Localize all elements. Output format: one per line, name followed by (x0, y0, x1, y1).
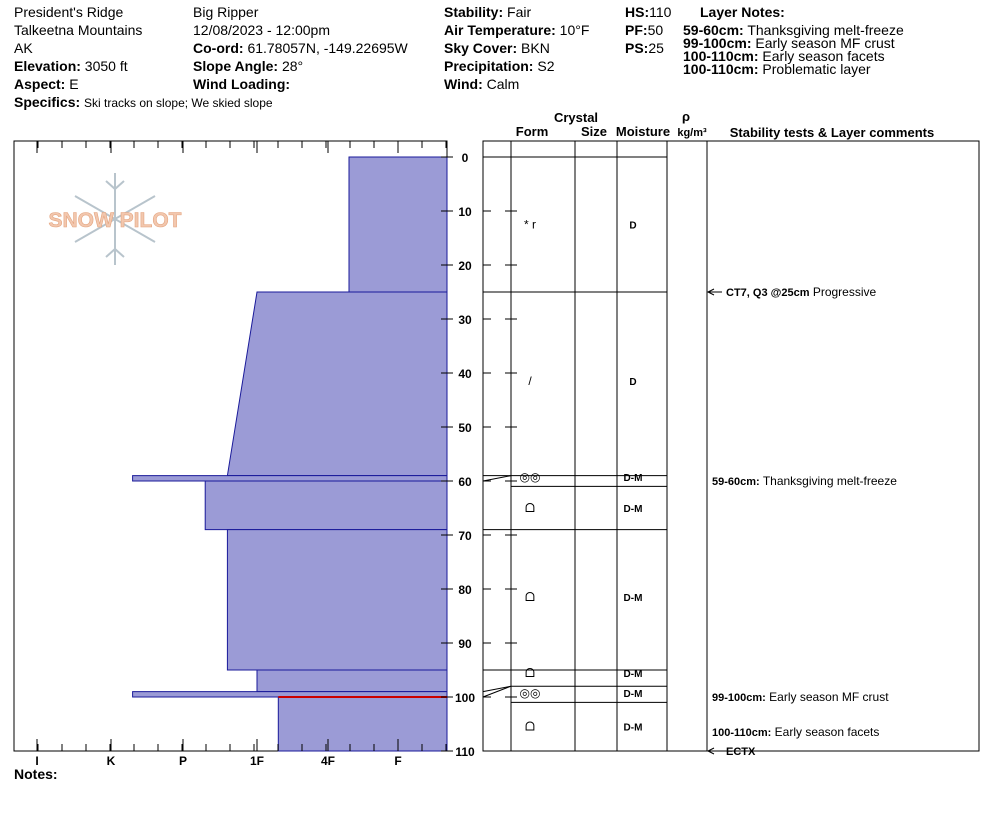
sky-cover: Sky Cover: BKN (444, 40, 550, 56)
hardness-layer (132, 691, 448, 698)
depth-tick-label: 110 (455, 745, 475, 759)
depth-tick-label: 80 (458, 583, 472, 597)
boundary-connector (482, 685, 512, 693)
mountain-range: Talkeetna Mountains (14, 22, 143, 38)
moisture-value: D-M (624, 689, 643, 700)
hardness-layer (256, 669, 448, 693)
header-moisture: Moisture (616, 124, 670, 139)
header-comments: Stability tests & Layer comments (730, 125, 934, 140)
hardness-ticks: I K P 1F 4F F (13, 141, 447, 768)
depth-tick-label: 60 (458, 475, 472, 489)
depth-tick-label: 0 (462, 151, 469, 165)
precipitation: Precipitation: S2 (444, 58, 555, 74)
grain-form-symbol: ᗝ (525, 720, 535, 734)
moisture-value: D (629, 377, 636, 388)
hardness-tick-label: K (107, 754, 116, 768)
grain-form-symbol: ◎◎ (520, 470, 541, 484)
hardness-layer (226, 291, 448, 477)
hardness-tick-label: 1F (250, 754, 264, 768)
snowpilot-logo: SNOW PILOT (48, 173, 182, 265)
obs-datetime: 12/08/2023 - 12:00pm (193, 22, 330, 38)
elevation: Elevation: 3050 ft (14, 58, 128, 74)
stability: Stability: Fair (444, 4, 532, 20)
layer-note: 100-110cm: Problematic layer (683, 61, 871, 77)
moisture-value: D-M (624, 669, 643, 680)
moisture-value: D-M (624, 473, 643, 484)
ps: PS:25 (625, 40, 664, 56)
depth-tick-label: 90 (458, 637, 472, 651)
moisture-value: D (629, 221, 636, 232)
grain-form-symbol: ᗝ (525, 590, 535, 604)
slope-angle: Slope Angle: 28° (193, 58, 304, 74)
hardness-layer (226, 529, 448, 671)
depth-tick-label: 30 (458, 313, 472, 327)
specifics: Specifics: Ski tracks on slope; We skied… (14, 94, 273, 110)
hardness-tick-label: P (179, 754, 187, 768)
aspect: Aspect: E (14, 76, 79, 92)
comment-text: 99-100cm: Early season MF crust (712, 690, 889, 704)
boundary-connector (482, 685, 512, 698)
moisture-value: D-M (624, 593, 643, 604)
hardness-layer (277, 696, 448, 752)
table-frame (482, 140, 980, 752)
boundary-connector (482, 475, 512, 482)
depth-tick-label: 100 (455, 691, 475, 705)
layer-note: 59-60cm: Thanksgiving melt-freeze (683, 22, 904, 38)
wind: Wind: Calm (444, 76, 520, 92)
state: AK (14, 40, 33, 56)
air-temperature: Air Temperature: 10°F (444, 22, 590, 38)
hs: HS:110 (625, 4, 672, 20)
comment-text: 59-60cm: Thanksgiving melt-freeze (712, 474, 897, 488)
header-density-unit: kg/m³ (677, 127, 707, 139)
comment-text: CT7, Q3 @25cm Progressive (726, 285, 877, 299)
grain-form-symbol: ◎◎ (520, 686, 541, 700)
table-body: * r D / D ◎◎ D-M ᗝ D-M ᗝ D-M ᗝ D-M ◎◎ D-M ᗝ D-M (482, 156, 667, 734)
depth-axis: 0 10 20 30 40 50 60 70 80 90 100 110 (441, 151, 517, 759)
notes-label: Notes: (14, 766, 58, 782)
depth-tick-label: 40 (458, 367, 472, 381)
hardness-tick-label: F (394, 754, 401, 768)
grain-form-symbol: / (528, 374, 532, 388)
hardness-layer (204, 480, 448, 531)
grain-form-symbol: ᗝ (525, 666, 535, 680)
header-form: Form (516, 124, 549, 139)
pf: PF:50 (625, 22, 664, 38)
observer-name: Big Ripper (193, 4, 259, 20)
moisture-value: D-M (624, 504, 643, 515)
header-size: Size (581, 124, 607, 139)
hardness-layer (132, 475, 448, 482)
depth-tick-label: 50 (458, 421, 472, 435)
header-crystal: Crystal (554, 110, 598, 125)
header-rho: ρ (682, 109, 690, 124)
layer-notes-title: Layer Notes: (700, 4, 785, 20)
comment-text: 100-110cm: Early season facets (712, 725, 879, 739)
wind-loading: Wind Loading: (193, 76, 291, 92)
grain-form-symbol: * r (524, 218, 536, 232)
comment-arrow-head (706, 747, 715, 755)
depth-tick-label: 10 (458, 205, 472, 219)
comment-text: ECTX (726, 746, 756, 758)
hardness-tick-label: 4F (321, 754, 335, 768)
layer-note: 100-110cm: Early season facets (683, 48, 885, 64)
logo-text: SNOW PILOT (49, 209, 182, 232)
location: President's Ridge (14, 4, 124, 20)
moisture-value: D-M (624, 723, 643, 734)
hardness-layer (348, 156, 448, 293)
coordinates: Co-ord: 61.78057N, -149.22695W (193, 40, 408, 56)
hardness-profile (132, 156, 448, 752)
grain-form-symbol: ᗝ (525, 501, 535, 515)
layer-note: 99-100cm: Early season MF crust (683, 35, 895, 51)
layer-table: Crystal Form Size Moisture ρ kg/m³ Stabi… (482, 109, 980, 752)
depth-tick-label: 70 (458, 529, 472, 543)
comment-arrow-head (706, 288, 715, 296)
stability-comments: CT7, Q3 @25cm Progressive 59-60cm: Thanks… (706, 285, 897, 758)
depth-tick-label: 20 (458, 259, 472, 273)
hardness-tick-label: I (35, 754, 38, 768)
